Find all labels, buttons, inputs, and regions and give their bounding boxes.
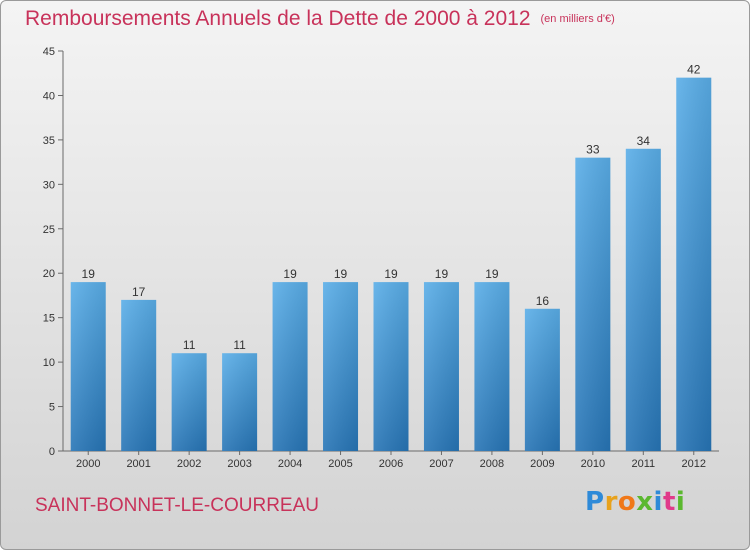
data-label: 11 bbox=[183, 338, 196, 352]
bar-shade bbox=[676, 77, 712, 452]
x-tick-label: 2006 bbox=[379, 458, 403, 470]
chart-bars bbox=[70, 77, 712, 452]
x-tick-label: 2000 bbox=[76, 458, 100, 470]
x-tick-label: 2007 bbox=[429, 458, 453, 470]
bar-shade bbox=[575, 157, 611, 451]
data-label: 19 bbox=[82, 267, 96, 281]
data-label: 19 bbox=[485, 267, 499, 281]
x-tick-label: 2010 bbox=[581, 458, 605, 470]
y-tick-label: 30 bbox=[43, 179, 55, 191]
bar-shade bbox=[272, 282, 308, 451]
bar-shade bbox=[625, 148, 661, 451]
y-tick-label: 35 bbox=[43, 135, 55, 147]
x-tick-label: 2012 bbox=[682, 458, 706, 470]
data-label: 33 bbox=[586, 143, 600, 157]
chart-labels: 19 2000 17 2001 11 2002 11 2003 19 2004 19 2005 19 20… bbox=[76, 63, 706, 470]
bar-shade bbox=[70, 282, 106, 451]
y-tick-label: 15 bbox=[43, 313, 55, 325]
data-label: 34 bbox=[637, 134, 651, 148]
bar-shade bbox=[222, 353, 258, 451]
chart-title-text: Remboursements Annuels de la Dette de 20… bbox=[25, 7, 531, 30]
x-tick-label: 2002 bbox=[177, 458, 201, 470]
proxiti-logo: Proxiti bbox=[585, 487, 685, 517]
data-label: 19 bbox=[384, 267, 398, 281]
y-tick-label: 45 bbox=[43, 46, 55, 58]
commune-name: SAINT-BONNET-LE-COURREAU bbox=[35, 495, 319, 516]
logo-letter: i bbox=[675, 487, 686, 517]
bar-shade bbox=[373, 282, 409, 451]
x-tick-label: 2009 bbox=[530, 458, 554, 470]
x-tick-label: 2001 bbox=[126, 458, 150, 470]
logo-letter: o bbox=[617, 487, 637, 517]
x-tick-label: 2005 bbox=[328, 458, 352, 470]
x-tick-label: 2011 bbox=[631, 458, 655, 470]
bar-shade bbox=[121, 299, 157, 451]
logo-letter: i bbox=[653, 487, 663, 517]
data-label: 19 bbox=[435, 267, 449, 281]
bar-shade bbox=[323, 282, 359, 451]
data-label: 19 bbox=[283, 267, 297, 281]
data-label: 11 bbox=[233, 338, 246, 352]
data-label: 16 bbox=[536, 294, 550, 308]
logo-letter: t bbox=[662, 487, 676, 517]
y-tick-label: 0 bbox=[49, 446, 55, 458]
y-tick-label: 40 bbox=[43, 90, 55, 102]
bar-shade bbox=[171, 353, 207, 451]
data-label: 17 bbox=[132, 285, 146, 299]
logo-letter: x bbox=[636, 487, 654, 517]
bar-shade bbox=[524, 308, 560, 451]
data-label: 42 bbox=[687, 63, 701, 77]
y-tick-label: 5 bbox=[49, 402, 55, 414]
logo-letter: P bbox=[585, 487, 605, 517]
chart-title: Remboursements Annuels de la Dette de 20… bbox=[25, 7, 615, 31]
chart-unit: (en milliers d'€) bbox=[540, 13, 615, 25]
x-tick-label: 2004 bbox=[278, 458, 302, 470]
bar-shade bbox=[474, 282, 510, 451]
y-tick-label: 10 bbox=[43, 357, 55, 369]
data-label: 19 bbox=[334, 267, 348, 281]
logo-letter: r bbox=[604, 487, 618, 517]
y-tick-label: 20 bbox=[43, 268, 55, 280]
x-tick-label: 2008 bbox=[480, 458, 504, 470]
y-tick-label: 25 bbox=[43, 224, 55, 236]
bar-shade bbox=[423, 282, 459, 451]
x-tick-label: 2003 bbox=[227, 458, 251, 470]
